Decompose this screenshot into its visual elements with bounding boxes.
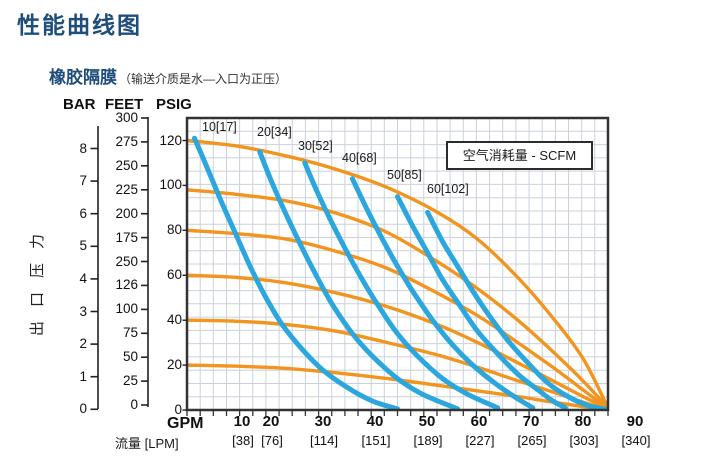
lpm-tick-label: [151]	[361, 433, 391, 448]
lpm-tick-label: [303]	[569, 433, 599, 448]
legend-box: 空气消耗量 - SCFM	[446, 141, 593, 170]
x-ticks	[186, 410, 609, 416]
psig-tick-label: 0	[174, 402, 182, 418]
psig-tick-label: 100	[159, 177, 182, 193]
pressure-flow-curve	[188, 138, 607, 409]
gpm-tick-label: 60	[470, 413, 488, 430]
feet-axis-title: FEET	[105, 96, 144, 113]
chart-subtitle: 橡胶隔膜 （输送介质是水—入口为正压）	[49, 63, 287, 88]
lpm-tick-label: [227]	[465, 433, 495, 448]
psig-tick-label: 40	[166, 312, 182, 328]
air-curve-label: 60[102]	[427, 182, 469, 196]
air-consumption-curve	[192, 135, 400, 409]
psig-tick-label: 80	[166, 222, 182, 238]
gpm-tick-label: 70	[522, 413, 540, 430]
bar-tick-label: 7	[79, 173, 87, 189]
gpm-tick-label: 30	[314, 413, 332, 430]
air-curve-label: 40[68]	[342, 151, 377, 165]
feet-tick-label: 126	[115, 277, 138, 293]
psig-ticks	[182, 139, 187, 411]
bar-tick-label: 4	[79, 270, 87, 286]
lpm-tick-label: [189]	[413, 433, 443, 448]
gpm-tick-label: 90	[626, 413, 644, 430]
air-curve-label: 10[17]	[202, 120, 237, 134]
gpm-tick-label: 10	[233, 413, 251, 430]
feet-tick-label: 275	[115, 133, 138, 149]
air-consumption-curve	[395, 194, 568, 409]
psig-axis-title: PSIG	[156, 96, 192, 113]
page-title: 性能曲线图	[17, 12, 142, 38]
feet-tick-label: 100	[115, 301, 138, 317]
feet-tick-label: 225	[115, 181, 138, 197]
lpm-tick-label: [38]	[232, 433, 254, 448]
bar-tick-label: 6	[79, 205, 87, 221]
air-consumption-curve	[257, 149, 461, 409]
bar-tick-label: 3	[79, 303, 87, 319]
feet-tick-label: 200	[115, 205, 138, 221]
psig-tick-label: 120	[159, 132, 182, 148]
psig-tick-label: 20	[166, 357, 182, 373]
air-consumption-curve	[349, 176, 536, 409]
lpm-tick-label: [114]	[310, 433, 338, 448]
bar-tick-label: 1	[79, 368, 87, 384]
gpm-tick-label: 20	[262, 413, 280, 430]
air-consumption-curve	[425, 209, 607, 409]
bar-tick-label: 2	[79, 336, 87, 352]
lpm-tick-label: [76]	[261, 433, 283, 448]
feet-axis	[141, 117, 149, 407]
air-consumption-curve	[302, 160, 501, 409]
bar-tick-label: 8	[79, 140, 87, 156]
pressure-flow-curve	[188, 188, 607, 409]
feet-tick-label: 50	[122, 349, 138, 365]
bar-tick-label: 0	[79, 401, 87, 417]
feet-tick-label: 75	[122, 325, 138, 341]
bar-axis-title: BAR	[63, 96, 96, 113]
gpm-tick-label: 50	[418, 413, 436, 430]
bar-tick-label: 5	[79, 238, 87, 254]
feet-tick-label: 0	[130, 397, 138, 413]
psig-tick-label: 60	[166, 267, 182, 283]
bar-axis	[90, 126, 99, 411]
air-curve-label: 30[52]	[298, 139, 333, 153]
pressure-flow-curve	[188, 228, 607, 409]
medium-note: （输送介质是水—入口为正压）	[119, 72, 288, 86]
air-curve-label: 20[34]	[257, 125, 292, 139]
diaphragm-type-label: 橡胶隔膜	[49, 68, 117, 87]
feet-tick-label: 250	[115, 253, 138, 269]
lpm-tick-label: [265]	[517, 433, 547, 448]
feet-tick-label: 250	[115, 157, 138, 173]
air-curve-label: 50[85]	[387, 168, 422, 182]
legend-label: 空气消耗量 - SCFM	[462, 148, 577, 163]
x-axis-unit-gpm: GPM	[167, 415, 204, 432]
feet-tick-label: 25	[122, 373, 138, 389]
feet-tick-label: 300	[115, 110, 138, 125]
lpm-tick-label: [340]	[621, 433, 651, 448]
gpm-tick-label: 40	[366, 413, 384, 430]
feet-tick-label: 175	[115, 229, 138, 245]
gpm-tick-label: 80	[574, 413, 592, 430]
x-axis-unit-lpm: 流量 [LPM]	[115, 436, 179, 451]
